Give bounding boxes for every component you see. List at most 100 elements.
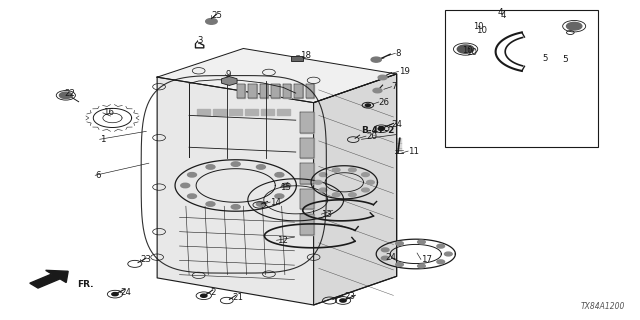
Polygon shape <box>237 84 245 98</box>
Text: 22: 22 <box>65 89 76 98</box>
Text: 18: 18 <box>300 51 310 60</box>
Text: 14: 14 <box>270 197 281 206</box>
Circle shape <box>418 240 425 244</box>
Circle shape <box>319 188 327 192</box>
Text: 3: 3 <box>197 36 203 45</box>
Circle shape <box>373 88 382 93</box>
Circle shape <box>332 193 340 196</box>
Polygon shape <box>261 109 274 116</box>
Text: FR.: FR. <box>77 280 94 289</box>
Circle shape <box>188 172 196 177</box>
Circle shape <box>378 127 385 130</box>
Text: 26: 26 <box>379 98 390 107</box>
Circle shape <box>231 162 240 166</box>
Text: 4: 4 <box>497 8 503 17</box>
Circle shape <box>445 252 452 256</box>
Circle shape <box>396 263 403 267</box>
Text: 1: 1 <box>100 135 105 144</box>
Text: 23: 23 <box>140 255 151 264</box>
Text: 12: 12 <box>276 236 287 245</box>
Polygon shape <box>157 49 397 103</box>
Circle shape <box>332 168 340 172</box>
Circle shape <box>231 205 240 209</box>
Polygon shape <box>277 109 290 116</box>
Circle shape <box>418 264 425 268</box>
Text: 19: 19 <box>399 67 410 76</box>
Circle shape <box>200 294 207 297</box>
Text: 24: 24 <box>121 288 132 297</box>
Polygon shape <box>30 270 68 288</box>
Circle shape <box>365 104 371 107</box>
Polygon shape <box>306 84 314 98</box>
Circle shape <box>282 183 291 188</box>
Polygon shape <box>300 189 314 209</box>
Polygon shape <box>229 109 242 116</box>
Text: 4: 4 <box>500 11 506 20</box>
Polygon shape <box>283 84 291 98</box>
Circle shape <box>437 260 445 264</box>
Circle shape <box>257 165 266 169</box>
Text: 21: 21 <box>232 293 243 302</box>
Text: B-47-2: B-47-2 <box>362 125 395 134</box>
Circle shape <box>566 22 582 30</box>
Text: 5: 5 <box>563 55 568 64</box>
Circle shape <box>319 173 327 177</box>
Text: 2: 2 <box>210 288 216 297</box>
Circle shape <box>349 168 356 172</box>
Circle shape <box>381 248 389 252</box>
Text: 24: 24 <box>392 120 403 129</box>
Circle shape <box>206 202 215 206</box>
Polygon shape <box>221 76 237 85</box>
Text: 20: 20 <box>366 132 377 140</box>
Text: 5: 5 <box>542 54 548 63</box>
Polygon shape <box>260 84 268 98</box>
Circle shape <box>60 92 72 99</box>
Circle shape <box>396 242 403 245</box>
Circle shape <box>362 173 369 177</box>
Bar <box>445 10 598 147</box>
Circle shape <box>371 57 381 62</box>
Text: 23: 23 <box>344 292 355 300</box>
Polygon shape <box>300 138 314 158</box>
Polygon shape <box>271 84 280 98</box>
Circle shape <box>275 194 284 198</box>
Circle shape <box>188 194 196 198</box>
Text: 7: 7 <box>392 82 397 91</box>
Polygon shape <box>248 84 257 98</box>
Text: 25: 25 <box>211 11 223 20</box>
Text: 6: 6 <box>95 171 100 180</box>
Circle shape <box>381 256 389 260</box>
Polygon shape <box>300 163 314 184</box>
Text: 16: 16 <box>103 108 114 117</box>
Text: 15: 15 <box>280 183 291 192</box>
Polygon shape <box>294 84 303 98</box>
Circle shape <box>437 244 445 248</box>
Text: 13: 13 <box>321 210 332 219</box>
Circle shape <box>340 299 346 302</box>
Circle shape <box>206 165 215 169</box>
Text: 10: 10 <box>476 26 488 35</box>
Polygon shape <box>213 109 226 116</box>
Circle shape <box>367 180 374 184</box>
Text: TX84A1200: TX84A1200 <box>581 302 625 311</box>
Polygon shape <box>314 74 397 305</box>
Circle shape <box>257 202 266 206</box>
Circle shape <box>362 188 369 192</box>
Polygon shape <box>300 112 314 133</box>
Circle shape <box>378 75 387 80</box>
Circle shape <box>180 183 189 188</box>
Circle shape <box>275 172 284 177</box>
Text: 17: 17 <box>421 255 432 264</box>
Text: 9: 9 <box>225 70 231 79</box>
Polygon shape <box>300 214 314 235</box>
Circle shape <box>314 180 322 184</box>
Circle shape <box>112 292 118 296</box>
Text: 8: 8 <box>396 49 401 58</box>
Bar <box>291 56 303 60</box>
Circle shape <box>205 19 217 24</box>
Text: 10: 10 <box>466 48 477 57</box>
Text: 24: 24 <box>385 253 396 262</box>
Text: 11: 11 <box>408 147 419 156</box>
Polygon shape <box>157 74 397 305</box>
Text: 10: 10 <box>461 46 472 55</box>
